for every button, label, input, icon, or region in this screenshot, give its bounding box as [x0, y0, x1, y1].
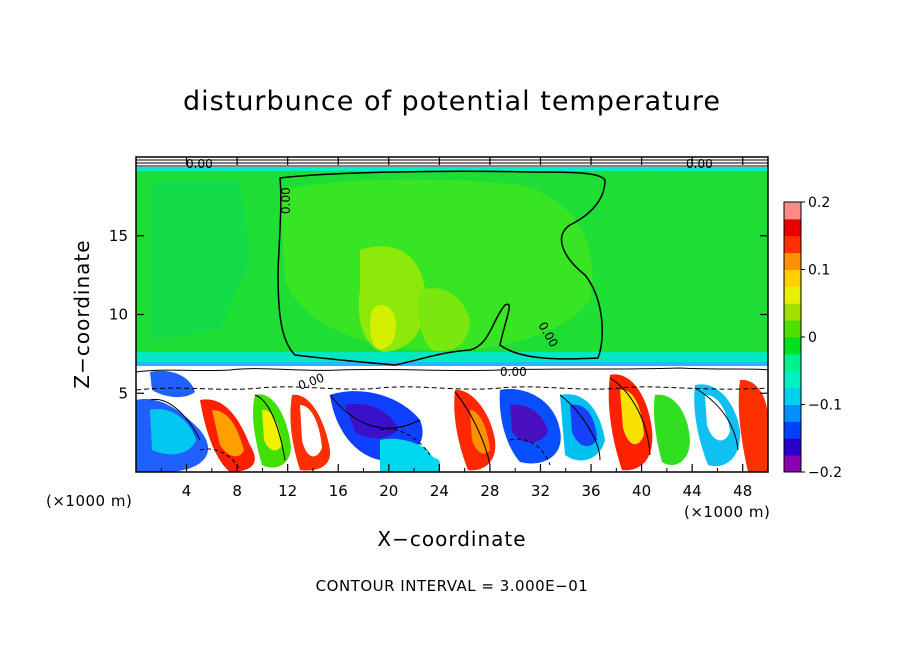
y-axis-label: Z−coordinate [70, 239, 94, 389]
field-layer [136, 157, 768, 472]
x-axis: 4 8 12 16 20 24 28 32 36 40 44 48 [160, 157, 752, 500]
blob-orange-1 [212, 410, 244, 457]
colorbar-swatch [784, 202, 801, 220]
blob-orange-3 [470, 410, 490, 454]
contour-label: 0.00 [500, 365, 527, 379]
blob-white-3 [422, 385, 453, 459]
x-tick-label: 40 [632, 482, 651, 500]
x-tick-label: 36 [581, 482, 600, 500]
colorbar-tick-label: 0.1 [808, 263, 830, 279]
lower-contours-4 [199, 428, 551, 471]
x-tick-label: 20 [379, 482, 398, 500]
colorbar-swatch [784, 218, 801, 237]
x-unit-left: (×1000 m) [46, 492, 133, 510]
x-tick-label: 48 [733, 482, 752, 500]
colorbar-swatch [784, 387, 801, 405]
colorbar-swatch [784, 235, 801, 254]
blob-blue-4 [570, 404, 597, 447]
contour-label: 0.00 [186, 157, 213, 171]
x-unit-right: (×1000 m) [684, 503, 771, 521]
colorbar-swatch [784, 370, 801, 389]
colorbar-swatch [784, 286, 801, 304]
colorbar-swatch [784, 320, 801, 338]
contour-label: 0.00 [686, 157, 713, 171]
left-darker-green [150, 180, 250, 340]
colorbar-tick-label: −0.1 [808, 398, 842, 414]
y-axis: 5 10 15 [109, 227, 768, 402]
x-tick-label: 16 [329, 482, 348, 500]
warm-core-yellow [369, 305, 396, 350]
blob-purple-3 [510, 404, 548, 443]
light-green-patch [280, 179, 593, 351]
top-contour-band [136, 159, 768, 167]
contour-lines [136, 159, 768, 471]
colorbar-swatch [784, 252, 801, 270]
colorbar: 0.2 0.1 0 −0.1 −0.2 [783, 195, 842, 481]
x-tick-label: 12 [278, 482, 297, 500]
colorbar-tick-label: 0 [808, 330, 817, 346]
x-axis-label: X−coordinate [377, 527, 527, 551]
blob-cyan-2 [380, 438, 440, 472]
contour-interval-note: CONTOUR INTERVAL = 3.000E−01 [315, 577, 589, 595]
blob-green-4 [653, 394, 690, 466]
x-tick-label: 32 [531, 482, 550, 500]
colorbar-tick-label: 0.2 [808, 195, 830, 211]
x-tick-label: 8 [232, 482, 242, 500]
colorbar-swatch [784, 353, 801, 372]
y-tick-label: 15 [109, 227, 128, 245]
zero-contour [277, 170, 606, 366]
blue-transition-band [136, 362, 768, 368]
colorbar-tick-label: −0.2 [808, 465, 842, 481]
x-tick-label: 4 [182, 482, 192, 500]
contour-label: 0.00 [279, 187, 293, 214]
colorbar-swatch [784, 337, 801, 355]
blob-yellow-4 [620, 389, 644, 445]
blob-blue-5 [150, 370, 195, 398]
colorbar-swatch [784, 421, 801, 439]
blob-purple-2 [345, 403, 398, 439]
x-tick-label: 28 [480, 482, 499, 500]
colorbar-swatch [784, 438, 801, 456]
chart-title: disturbunce of potential temperature [183, 86, 721, 117]
colorbar-swatch [784, 455, 801, 473]
blob-white-2 [300, 405, 322, 457]
colorbar-swatch [784, 303, 801, 321]
x-tick-label: 44 [683, 482, 702, 500]
colorbar-swatch [784, 269, 801, 287]
x-tick-label: 24 [430, 482, 449, 500]
y-tick-label: 10 [109, 306, 128, 324]
lower-contours [136, 367, 768, 373]
colorbar-swatch [784, 404, 801, 422]
blob-red-5 [738, 379, 768, 472]
lower-contours-2 [136, 386, 768, 391]
light-patch-2 [418, 288, 470, 352]
y-tick-label: 5 [118, 384, 128, 402]
lower-contours-3 [149, 377, 739, 466]
blob-yellow-1 [262, 409, 282, 451]
blob-white-4 [705, 394, 730, 441]
top-white-band [136, 157, 768, 167]
blob-cyan-1 [150, 409, 196, 455]
